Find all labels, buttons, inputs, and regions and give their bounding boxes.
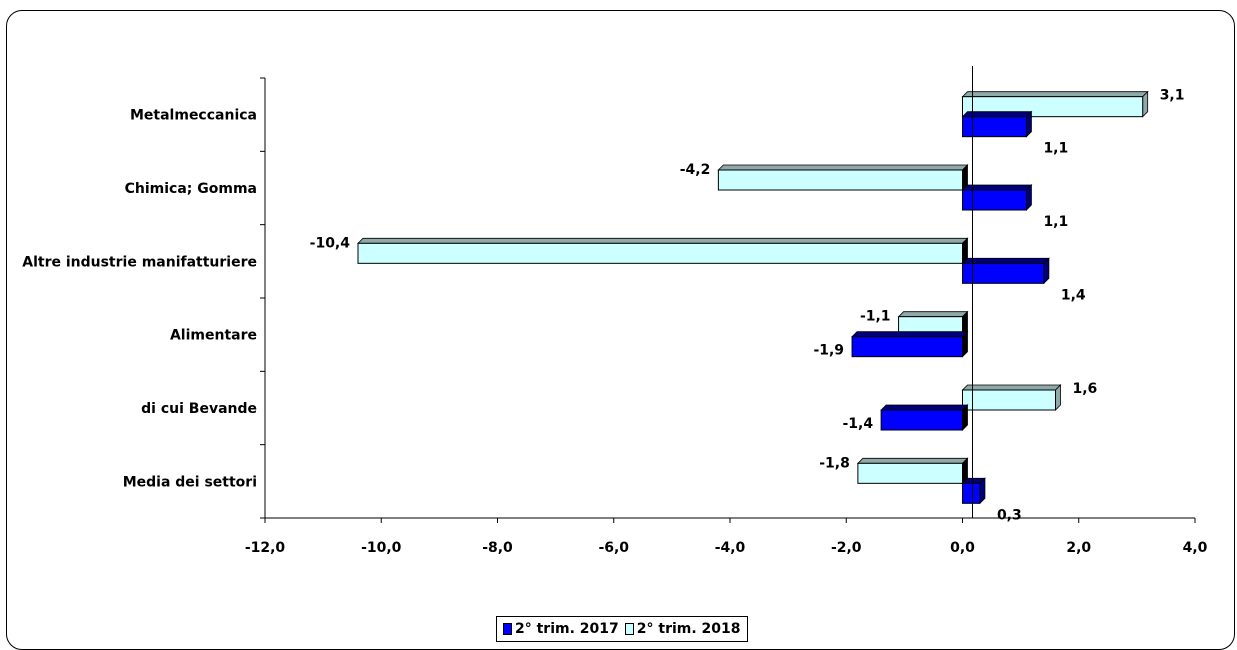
bar-side-series1-0: [1142, 90, 1149, 118]
category-label-2: Altre industrie manifatturiere: [22, 254, 257, 270]
bar-side-series0-1: [1026, 184, 1032, 211]
bar-series1-1: [717, 169, 963, 191]
data-label-series0-0: 1,1: [1043, 141, 1068, 157]
bar-series0-2: [962, 262, 1045, 284]
bar-top-series1-2: [357, 237, 969, 244]
value-tick-label-2: -8,0: [482, 540, 513, 556]
bar-series1-4: [962, 389, 1056, 411]
category-label-1: Chimica; Gomma: [125, 181, 257, 197]
bar-series0-3: [851, 336, 963, 358]
bar-series1-2: [357, 242, 963, 264]
legend-swatch-2017: [503, 623, 512, 635]
value-tick-label-3: -6,0: [598, 540, 629, 556]
category-label-5: Media dei settori: [123, 474, 257, 490]
legend-item-2018: 2° trim. 2018: [624, 621, 741, 637]
bar-series0-0: [962, 116, 1027, 138]
legend-label-2018: 2° trim. 2018: [636, 621, 741, 637]
bar-top-series0-4: [880, 404, 969, 411]
bar-top-series1-0: [961, 91, 1149, 98]
bar-top-series0-2: [961, 257, 1050, 264]
data-label-series0-3: -1,9: [813, 343, 844, 359]
data-label-series0-4: -1,4: [843, 416, 874, 432]
data-label-series0-2: 1,4: [1061, 287, 1086, 303]
data-label-series1-5: -1,8: [819, 455, 850, 471]
value-tick-label-6: 0,0: [950, 540, 975, 556]
bar-side-series0-0: [1026, 110, 1032, 138]
data-label-series1-4: 1,6: [1073, 381, 1098, 397]
data-label-series1-3: -1,1: [860, 309, 891, 325]
bar-top-series0-3: [851, 331, 969, 338]
bar-series0-5: [962, 482, 981, 504]
bar-side-series0-5: [979, 477, 986, 505]
bar-side-series0-3: [962, 330, 968, 358]
data-label-series0-1: 1,1: [1043, 214, 1068, 230]
bar-top-series1-5: [856, 457, 969, 464]
bar-side-series0-2: [1043, 257, 1050, 285]
value-tick-label-7: 2,0: [1066, 540, 1091, 556]
legend-label-2017: 2° trim. 2017: [515, 621, 619, 637]
bar-top-series1-3: [897, 311, 969, 318]
data-label-series1-2: -10,4: [310, 235, 351, 251]
data-label-series1-1: -4,2: [680, 162, 711, 178]
value-tick-label-5: -2,0: [831, 540, 862, 556]
category-label-4: di cui Bevande: [141, 401, 257, 417]
data-label-series0-5: 0,3: [997, 507, 1022, 523]
legend: 2° trim. 2017 2° trim. 2018: [496, 616, 748, 642]
value-tick-label-1: -10,0: [361, 540, 402, 556]
data-label-series1-0: 3,1: [1160, 88, 1185, 104]
value-tick-label-8: 4,0: [1183, 540, 1208, 556]
bar-side-series1-4: [1055, 384, 1061, 411]
legend-swatch-2018: [624, 623, 634, 635]
value-tick-label-4: -4,0: [715, 540, 746, 556]
bar-top-series1-1: [717, 164, 969, 171]
bar-series1-5: [857, 462, 963, 484]
category-label-3: Alimentare: [170, 328, 257, 344]
bar-series0-1: [962, 189, 1027, 211]
legend-item-2017: 2° trim. 2017: [503, 621, 619, 637]
category-label-0: Metalmeccanica: [130, 108, 257, 124]
value-tick-label-0: -12,0: [245, 540, 286, 556]
bar-series0-4: [880, 409, 963, 431]
bar-side-series0-4: [962, 404, 968, 431]
bar-top-series1-4: [961, 384, 1062, 391]
